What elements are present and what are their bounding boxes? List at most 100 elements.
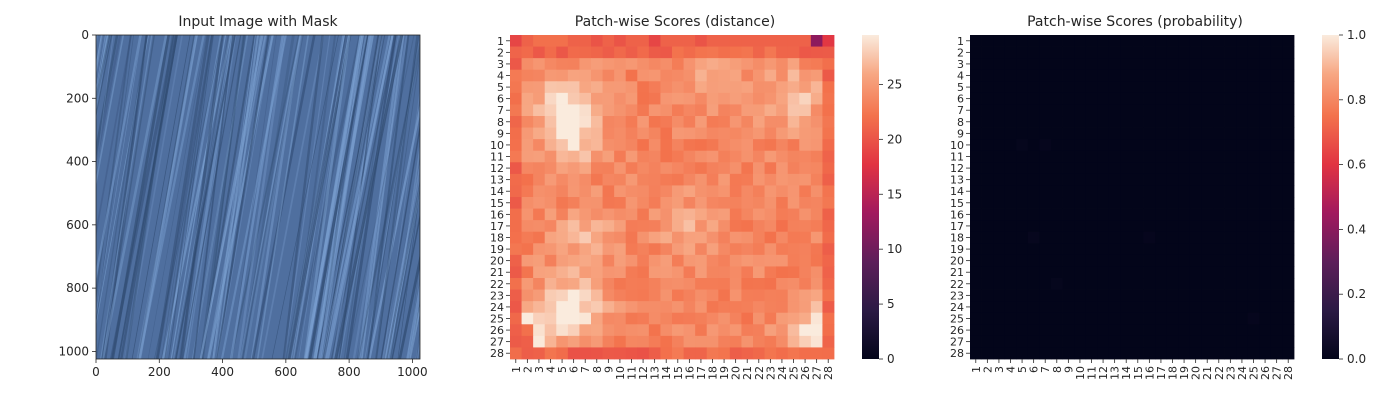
heatmap-cell [1097,173,1110,186]
heatmap-cell [1178,69,1191,82]
image-streak [271,35,339,359]
heatmap-cell [1016,35,1029,47]
heatmap-cell [1143,116,1156,128]
heatmap-cell [533,266,546,279]
heatmap-cell [1097,208,1110,221]
heatmap-cell [1270,139,1283,152]
heatmap-cell [1016,278,1029,290]
heatmap-cell [510,127,522,140]
heatmap-cell [1270,312,1283,325]
heatmap-cell [1247,185,1260,198]
heatmap-cell [1027,185,1040,198]
heatmap-cell [1004,92,1017,105]
heatmap-cell [625,185,638,198]
heatmap-cell [1213,92,1225,105]
heatmap-cell [683,312,696,325]
x-tick-label: 11 [1086,366,1099,380]
heatmap-cell [981,139,994,152]
heatmap-cell [510,208,522,221]
distance-heatmap-title: Patch-wise Scores (distance) [575,14,775,30]
heatmap-cell [683,127,696,140]
heatmap-cell [1270,35,1283,47]
heatmap-cell [787,35,800,47]
heatmap-cell [521,81,534,94]
heatmap-cell [660,139,673,152]
heatmap-cell [753,231,765,244]
heatmap-cell [810,127,823,140]
heatmap-cell [1039,116,1052,128]
heatmap-cell [510,266,522,279]
heatmap-cell [753,81,765,94]
image-streak [96,35,132,239]
heatmap-cell [1016,185,1029,198]
heatmap-cell [648,220,661,233]
x-tick-label: 20 [1190,366,1203,380]
y-tick-label: 20 [490,255,504,268]
heatmap-cell [718,197,731,209]
heatmap-cell [1270,58,1283,71]
heatmap-cell [510,347,522,360]
heatmap-cell [625,104,638,117]
heatmap-cell [1178,127,1191,140]
heatmap-cell [810,139,823,152]
heatmap-cell [591,35,603,47]
heatmap-cell [970,197,982,209]
heatmap-cell [1166,278,1179,290]
heatmap-cell [683,150,696,163]
image-streak [212,35,260,359]
heatmap-cell [970,69,982,82]
heatmap-cell [718,231,731,244]
heatmap-cell [729,185,742,198]
heatmap-cell [1224,81,1237,94]
heatmap-cell [521,347,534,360]
heatmap-cell [544,81,557,94]
heatmap-cell [1224,347,1237,360]
heatmap-cell [602,289,615,302]
heatmap-cell [1097,335,1110,348]
heatmap-cell [718,139,731,152]
heatmap-cell [753,220,765,233]
heatmap-cell [822,324,835,337]
probability-heatmap-y-ticks: 1234567891011121314151617181920212223242… [950,35,970,360]
heatmap-cell [753,35,765,47]
heatmap-cell [521,116,534,128]
heatmap-cell [1189,254,1202,267]
heatmap-cell [637,220,650,233]
heatmap-cell [1166,35,1179,47]
heatmap-cell [799,162,812,175]
heatmap-cell [1016,324,1029,337]
heatmap-cell [970,58,982,71]
heatmap-cell [776,185,789,198]
heatmap-cell [1120,162,1133,175]
heatmap-cell [1270,46,1283,59]
heatmap-cell [1108,301,1121,314]
heatmap-cell [993,266,1006,279]
heatmap-cell [660,231,673,244]
heatmap-cell [1074,312,1087,325]
heatmap-cell [1085,35,1098,47]
heatmap-cell [510,220,522,233]
heatmap-cell [683,335,696,348]
heatmap-cell [1143,92,1156,105]
heatmap-cell [567,266,580,279]
image-streak [357,39,420,359]
heatmap-cell [660,185,673,198]
heatmap-cell [648,69,661,82]
heatmap-cell [1120,266,1133,279]
heatmap-cell [625,254,638,267]
heatmap-cell [764,150,777,163]
heatmap-cell [1155,81,1168,94]
heatmap-cell [1132,116,1144,128]
image-streak [138,35,198,359]
heatmap-cell [822,150,835,163]
heatmap-cell [741,173,754,186]
image-streak [37,30,96,364]
image-streak [320,35,382,359]
heatmap-cell [1259,220,1272,233]
image-streak [407,266,420,359]
heatmap-cell [718,347,731,360]
x-tick-label: 23 [1224,366,1237,380]
image-streak [415,331,420,359]
heatmap-cell [544,289,557,302]
heatmap-cell [567,312,580,325]
